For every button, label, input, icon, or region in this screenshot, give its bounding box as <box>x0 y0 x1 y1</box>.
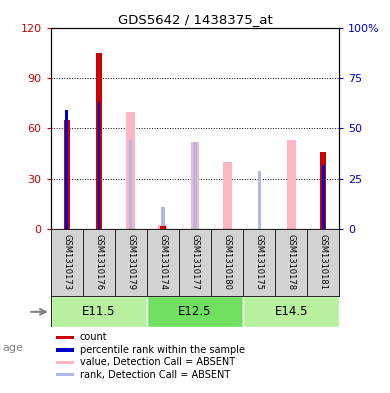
Text: value, Detection Call = ABSENT: value, Detection Call = ABSENT <box>80 357 235 367</box>
Bar <box>57 336 74 339</box>
Bar <box>287 140 296 229</box>
Bar <box>223 162 232 229</box>
Bar <box>57 361 74 364</box>
Bar <box>126 112 135 229</box>
Bar <box>98 102 100 229</box>
Bar <box>257 171 261 229</box>
Bar <box>57 373 74 376</box>
Bar <box>64 120 70 229</box>
Bar <box>320 152 326 229</box>
Bar <box>66 110 68 229</box>
Title: GDS5642 / 1438375_at: GDS5642 / 1438375_at <box>118 13 272 26</box>
Text: GSM1310179: GSM1310179 <box>126 234 135 290</box>
Bar <box>158 225 167 229</box>
Text: percentile rank within the sample: percentile rank within the sample <box>80 345 245 355</box>
Text: E12.5: E12.5 <box>178 305 212 318</box>
Text: E11.5: E11.5 <box>82 305 115 318</box>
Bar <box>161 207 165 229</box>
Bar <box>96 53 102 229</box>
Text: GSM1310173: GSM1310173 <box>62 234 71 290</box>
Text: GSM1310176: GSM1310176 <box>94 234 103 290</box>
Text: age: age <box>2 343 23 353</box>
Bar <box>147 296 243 327</box>
Text: GSM1310178: GSM1310178 <box>287 234 296 290</box>
Bar <box>57 349 74 352</box>
Bar <box>160 226 166 229</box>
Text: GSM1310174: GSM1310174 <box>158 234 167 290</box>
Text: GSM1310181: GSM1310181 <box>319 234 328 290</box>
Bar <box>193 142 197 229</box>
Bar <box>129 140 133 229</box>
Bar <box>243 296 339 327</box>
Text: E14.5: E14.5 <box>275 305 308 318</box>
Text: GSM1310180: GSM1310180 <box>223 234 232 290</box>
Text: count: count <box>80 332 107 342</box>
Text: GSM1310177: GSM1310177 <box>190 234 200 290</box>
Bar <box>322 165 324 229</box>
Bar <box>51 296 147 327</box>
Text: rank, Detection Call = ABSENT: rank, Detection Call = ABSENT <box>80 370 230 380</box>
Text: GSM1310175: GSM1310175 <box>255 234 264 290</box>
Bar <box>190 142 200 229</box>
